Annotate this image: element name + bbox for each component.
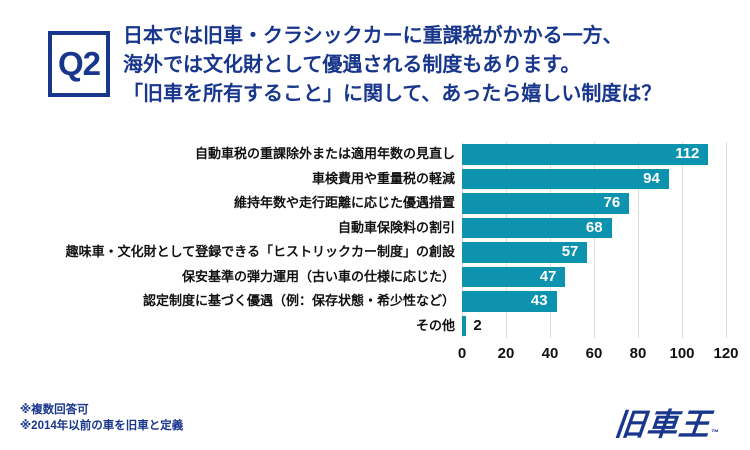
question-text: 日本では旧車・クラシックカーに重課税がかかる一方、 海外では文化財として優遇され…: [123, 22, 661, 109]
category-label: 車検費用や重量税の軽減: [311, 170, 455, 186]
category-label: 自動車保険料の割引: [337, 219, 455, 235]
bar: [462, 315, 467, 336]
bar: [462, 217, 612, 238]
gridline: [726, 142, 727, 338]
question-number: Q2: [57, 45, 101, 82]
bar-chart: 自動車税の重課除外または適用年数の見直し 112 車検費用や重量税の軽減 94 維持年数…: [0, 142, 750, 377]
bar: [462, 144, 709, 165]
value-label: 94: [643, 169, 660, 187]
x-tick-label: 120: [713, 345, 739, 362]
question-line-1: 日本では旧車・クラシックカーに重課税がかかる一方、: [123, 25, 623, 47]
x-tick-label: 0: [457, 345, 467, 362]
question-header: Q2 日本では旧車・クラシックカーに重課税がかかる一方、 海外では文化財として優…: [48, 22, 661, 109]
value-label: 43: [530, 292, 548, 309]
bar: [462, 242, 588, 263]
value-label: 68: [585, 218, 603, 236]
gridline: [682, 142, 683, 338]
footnote-2: ※2014年以前の車を旧車と定義: [20, 420, 184, 432]
brand-logo: 旧車王™: [613, 399, 723, 444]
brand-logo-text: 旧車王: [612, 407, 713, 442]
category-label: 趣味車・文化財として登録できる「ヒストリックカー制度」の創設: [65, 244, 455, 259]
value-label: 76: [603, 194, 621, 211]
question-number-badge: Q2: [48, 31, 110, 97]
question-line-2: 海外では文化財として優遇される制度もあります。: [123, 54, 581, 76]
gridline: [462, 142, 463, 338]
value-label: 47: [539, 267, 557, 285]
x-tick-label: 100: [669, 345, 695, 362]
x-tick-label: 40: [541, 345, 559, 362]
bar: [462, 291, 557, 312]
value-label: 112: [675, 145, 700, 162]
x-tick-label: 80: [629, 345, 647, 362]
category-label: 自動車税の重課除外または適用年数の見直し: [194, 146, 455, 161]
logo-trademark-mark: ™: [710, 428, 720, 437]
gridline: [550, 142, 551, 338]
x-tick-label: 20: [497, 345, 515, 362]
category-label: その他: [415, 317, 455, 333]
x-tick-label: 60: [585, 345, 603, 362]
gridline: [506, 142, 507, 338]
value-label: 2: [473, 316, 482, 334]
category-label: 認定制度に基づく優遇（例：保存状態・希少性など）: [142, 293, 455, 308]
bar: [462, 168, 669, 189]
footnotes: ※複数回答可 ※2014年以前の車を旧車と定義: [20, 402, 183, 434]
value-label: 57: [561, 243, 579, 260]
gridline: [638, 142, 639, 338]
gridline: [594, 142, 595, 338]
bar: [462, 193, 630, 214]
question-line-3: 「旧車を所有すること」に関して、あったら嬉しい制度は？: [123, 83, 662, 105]
footnote-1: ※複数回答可: [20, 404, 89, 416]
category-label: 保安基準の弾力運用（古い車の仕様に応じた）: [181, 268, 455, 284]
category-label: 維持年数や走行距離に応じた優遇措置: [233, 195, 455, 210]
bar: [462, 266, 566, 287]
